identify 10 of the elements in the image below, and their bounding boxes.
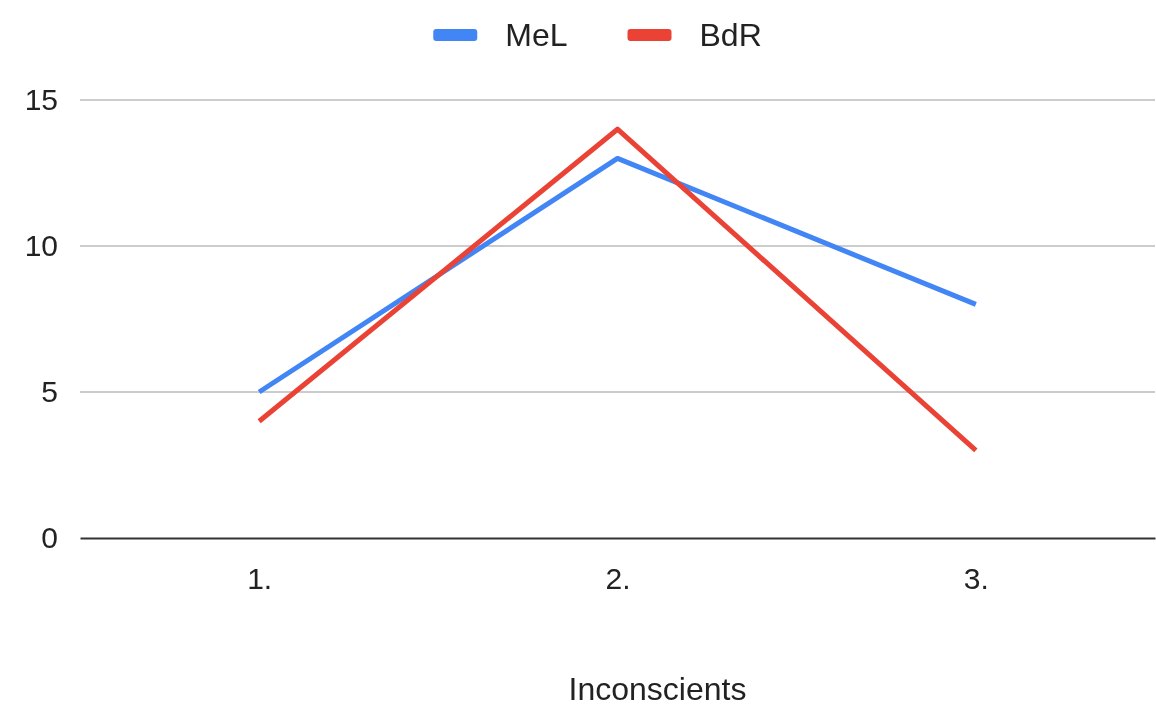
legend-label: BdR xyxy=(699,17,762,53)
x-tick-label: 2. xyxy=(605,562,631,596)
x-axis-title: Inconscients xyxy=(568,671,747,704)
y-tick-label: 0 xyxy=(41,521,58,555)
x-tick-label: 3. xyxy=(963,562,989,596)
y-tick-label: 10 xyxy=(24,229,58,263)
legend-label: MeL xyxy=(505,17,568,53)
x-tick-label: 1. xyxy=(247,562,273,596)
y-tick-label: 15 xyxy=(24,83,58,117)
y-tick-label: 5 xyxy=(41,375,58,409)
